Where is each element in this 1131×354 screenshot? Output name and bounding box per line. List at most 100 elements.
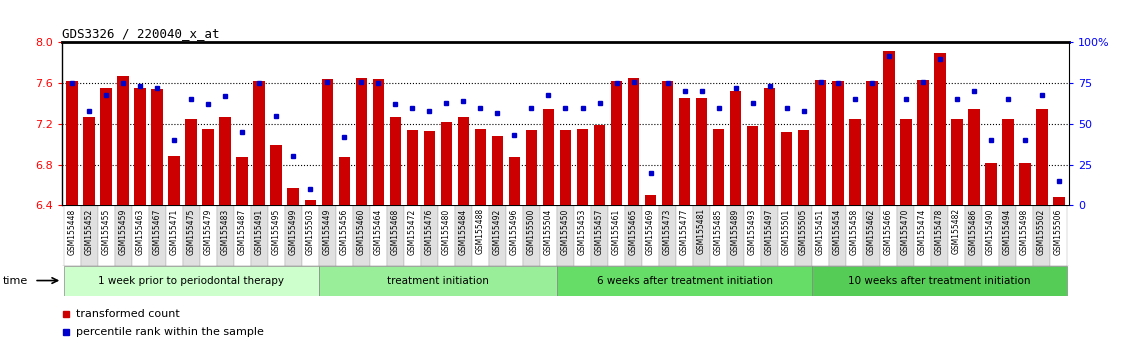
Bar <box>848 119 861 205</box>
Bar <box>270 145 283 205</box>
Text: GSM155464: GSM155464 <box>374 208 383 255</box>
Text: GSM155492: GSM155492 <box>493 208 502 255</box>
Bar <box>489 205 506 266</box>
Bar <box>404 205 421 266</box>
Bar <box>608 205 625 266</box>
Bar <box>710 205 727 266</box>
Bar <box>81 205 98 266</box>
Bar <box>625 205 642 266</box>
Bar <box>729 91 742 205</box>
Bar <box>744 205 761 266</box>
Bar <box>1016 205 1033 266</box>
Bar <box>406 130 418 205</box>
Bar <box>812 266 1067 296</box>
Bar <box>642 205 659 266</box>
Bar <box>185 119 198 205</box>
Bar <box>372 79 385 205</box>
Bar <box>727 205 744 266</box>
Bar <box>523 205 539 266</box>
Bar <box>338 158 351 205</box>
Bar <box>659 205 676 266</box>
Bar <box>560 130 571 205</box>
Text: GSM155483: GSM155483 <box>221 208 230 255</box>
Text: GSM155490: GSM155490 <box>986 208 995 255</box>
Text: GSM155458: GSM155458 <box>851 208 860 255</box>
Bar <box>118 76 129 205</box>
Bar <box>169 156 180 205</box>
Text: GSM155500: GSM155500 <box>527 208 536 255</box>
Text: GSM155460: GSM155460 <box>357 208 366 255</box>
Text: GSM155482: GSM155482 <box>952 208 961 255</box>
Text: GSM155494: GSM155494 <box>1003 208 1012 255</box>
Text: GSM155469: GSM155469 <box>646 208 655 255</box>
Bar <box>387 205 404 266</box>
Text: GSM155479: GSM155479 <box>204 208 213 255</box>
Text: 6 weeks after treatment initiation: 6 weeks after treatment initiation <box>596 276 772 286</box>
Text: GSM155477: GSM155477 <box>680 208 689 255</box>
Bar <box>914 205 931 266</box>
Bar <box>761 205 778 266</box>
Text: GSM155465: GSM155465 <box>629 208 638 255</box>
Bar <box>67 81 78 205</box>
Text: GSM155454: GSM155454 <box>834 208 843 255</box>
Bar <box>336 205 353 266</box>
Bar <box>778 205 795 266</box>
Text: GSM155497: GSM155497 <box>765 208 774 255</box>
Bar <box>746 126 759 205</box>
Bar <box>897 205 914 266</box>
Bar <box>933 53 946 205</box>
Bar <box>863 205 880 266</box>
Text: GSM155489: GSM155489 <box>731 208 740 255</box>
Text: GSM155456: GSM155456 <box>340 208 349 255</box>
Bar <box>985 162 996 205</box>
Bar <box>200 205 217 266</box>
Text: GSM155506: GSM155506 <box>1054 208 1063 255</box>
Bar <box>676 205 693 266</box>
Text: time: time <box>3 275 28 286</box>
Bar <box>797 130 810 205</box>
Text: GSM155463: GSM155463 <box>136 208 145 255</box>
Bar <box>829 205 846 266</box>
Bar <box>577 129 588 205</box>
Bar <box>219 117 232 205</box>
Bar <box>594 125 605 205</box>
Bar <box>285 205 302 266</box>
Text: GSM155453: GSM155453 <box>578 208 587 255</box>
Text: GSM155499: GSM155499 <box>288 208 297 255</box>
Text: GSM155502: GSM155502 <box>1037 208 1046 255</box>
Bar <box>948 205 965 266</box>
Text: GDS3326 / 220040_x_at: GDS3326 / 220040_x_at <box>62 27 219 40</box>
Bar <box>236 158 249 205</box>
Text: GSM155470: GSM155470 <box>901 208 910 255</box>
Bar <box>880 205 897 266</box>
Bar <box>253 81 266 205</box>
Text: GSM155480: GSM155480 <box>442 208 451 255</box>
Bar <box>831 81 844 205</box>
Bar <box>968 109 979 205</box>
Bar <box>1033 205 1050 266</box>
Bar <box>166 205 183 266</box>
Bar <box>455 205 472 266</box>
Bar <box>135 88 146 205</box>
Text: GSM155471: GSM155471 <box>170 208 179 255</box>
Bar <box>999 205 1016 266</box>
Bar <box>64 205 81 266</box>
Text: GSM155481: GSM155481 <box>697 208 706 255</box>
Bar <box>492 136 503 205</box>
Text: transformed count: transformed count <box>76 309 180 319</box>
Bar <box>506 205 523 266</box>
Text: GSM155501: GSM155501 <box>782 208 791 255</box>
Bar <box>319 266 556 296</box>
Bar <box>101 88 112 205</box>
Bar <box>916 80 929 205</box>
Text: GSM155472: GSM155472 <box>408 208 417 255</box>
Bar <box>628 78 639 205</box>
Bar <box>592 205 608 266</box>
Bar <box>458 117 469 205</box>
Text: GSM155488: GSM155488 <box>476 208 485 255</box>
Bar <box>865 81 878 205</box>
Bar <box>965 205 982 266</box>
Bar <box>509 158 520 205</box>
Bar <box>251 205 268 266</box>
Bar <box>982 205 999 266</box>
